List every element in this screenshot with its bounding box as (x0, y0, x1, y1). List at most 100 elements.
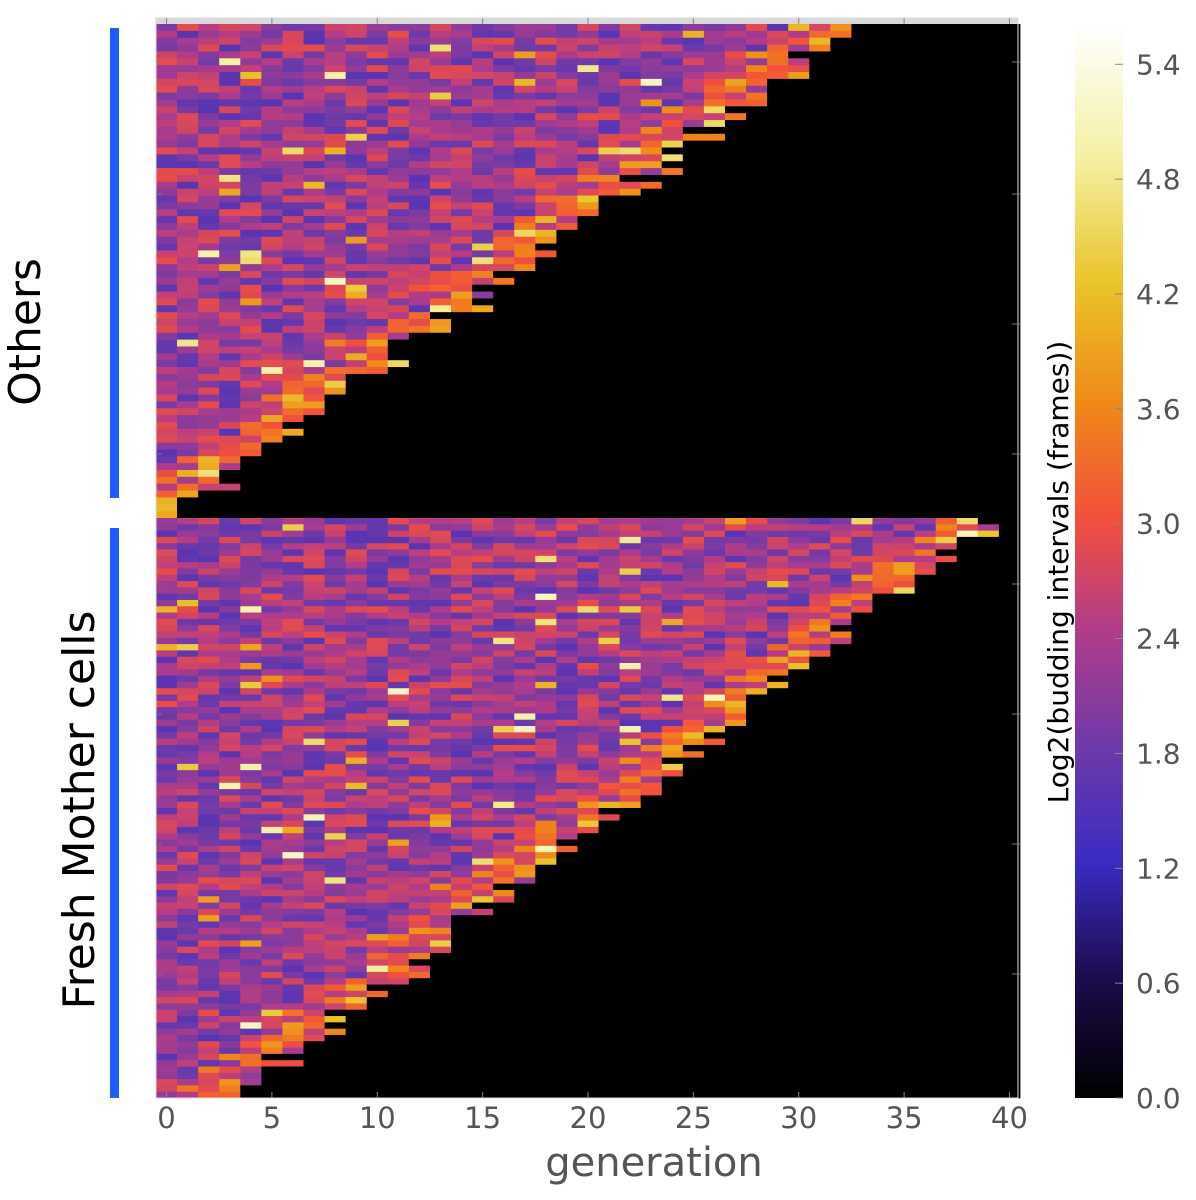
heatmap-cell (977, 707, 1000, 714)
heatmap-cell (156, 744, 178, 752)
heatmap-cell (282, 305, 304, 313)
heatmap-cell (598, 795, 621, 803)
heatmap-cell (661, 631, 684, 639)
heatmap-cell (809, 99, 831, 107)
heatmap-cell (535, 154, 557, 162)
heatmap-cell (682, 120, 705, 128)
heatmap-cell (872, 726, 894, 733)
heatmap-cell (724, 700, 747, 708)
heatmap-cell (598, 373, 621, 382)
heatmap-cell (303, 72, 325, 80)
heatmap-cell (640, 353, 663, 361)
heatmap-cell (661, 339, 684, 347)
heatmap-cell (619, 549, 642, 557)
heatmap-cell (366, 325, 389, 334)
heatmap-cell (577, 319, 599, 327)
heatmap-cell (451, 776, 473, 784)
heatmap-cell (303, 216, 325, 224)
heatmap-cell (535, 387, 557, 395)
heatmap-cell (156, 30, 178, 39)
heatmap-cell (872, 694, 894, 702)
heatmap-cell (619, 826, 642, 834)
heatmap-cell (956, 442, 979, 450)
heatmap-cell (956, 415, 979, 423)
heatmap-cell (303, 332, 325, 341)
heatmap-cell (788, 574, 810, 582)
heatmap-cell (809, 51, 831, 59)
heatmap-cell (366, 549, 389, 557)
heatmap-cell (935, 650, 958, 658)
heatmap-cell (851, 469, 873, 478)
heatmap-cell (872, 264, 894, 272)
heatmap-cell (872, 599, 894, 607)
heatmap-cell (408, 581, 431, 588)
heatmap-cell (956, 126, 979, 135)
heatmap-cell (661, 511, 684, 519)
heatmap-cell (703, 763, 726, 771)
heatmap-cell (872, 72, 894, 80)
heatmap-cell (493, 719, 515, 727)
heatmap-cell (282, 106, 304, 114)
heatmap-cell (914, 744, 937, 752)
heatmap-cell (303, 814, 325, 821)
heatmap-cell (767, 78, 789, 87)
heatmap-cell (640, 770, 663, 777)
heatmap-cell (451, 120, 473, 128)
heatmap-cell (387, 305, 410, 313)
heatmap-cell (598, 332, 621, 341)
heatmap-cell (493, 732, 515, 740)
heatmap-cell (514, 195, 536, 203)
heatmap-cell (324, 120, 347, 128)
heatmap-cell (535, 555, 557, 563)
heatmap-cell (935, 202, 958, 210)
heatmap-cell (261, 625, 283, 632)
heatmap-cell (303, 463, 325, 471)
heatmap-cell (935, 770, 958, 777)
heatmap-cell (998, 656, 1021, 664)
heatmap-cell (261, 463, 283, 471)
heatmap-cell (851, 782, 873, 790)
heatmap-cell (303, 415, 325, 423)
heatmap-cell (998, 782, 1021, 790)
heatmap-cell (177, 257, 199, 265)
heatmap-cell (788, 277, 810, 286)
heatmap-cell (408, 738, 431, 746)
heatmap-cell (788, 587, 810, 595)
heatmap-cell (788, 174, 810, 183)
heatmap-cell (345, 442, 368, 450)
heatmap-cell (282, 161, 304, 169)
heatmap-cell (156, 305, 178, 313)
heatmap-cell (872, 770, 894, 777)
heatmap-cell (724, 562, 747, 569)
heatmap-cell (366, 373, 389, 382)
heatmap-cell (514, 99, 536, 107)
heatmap-cell (724, 264, 747, 272)
heatmap-cell (788, 814, 810, 821)
heatmap-cell (303, 681, 325, 689)
heatmap-cell (514, 574, 536, 582)
heatmap-cell (703, 644, 726, 651)
heatmap-cell (703, 751, 726, 758)
heatmap-cell (429, 44, 452, 52)
heatmap-cell (956, 373, 979, 382)
heatmap-cell (408, 51, 431, 59)
heatmap-cell (493, 543, 515, 550)
heatmap-cell (830, 168, 852, 176)
heatmap-cell (366, 738, 389, 746)
heatmap-cell (387, 625, 410, 632)
heatmap-cell (724, 536, 747, 544)
heatmap-cell (872, 795, 894, 803)
heatmap-cell (893, 65, 916, 73)
heatmap-cell (724, 257, 747, 265)
heatmap-cell (956, 195, 979, 203)
heatmap-cell (640, 663, 663, 670)
heatmap-cell (682, 346, 705, 354)
heatmap-cell (156, 751, 178, 758)
heatmap-cell (472, 463, 494, 471)
heatmap-cell (682, 161, 705, 169)
heatmap-cell (724, 65, 747, 73)
heatmap-cell (472, 339, 494, 347)
heatmap-cell (640, 719, 663, 727)
heatmap-cell (451, 469, 473, 478)
heatmap-cell (577, 463, 599, 471)
